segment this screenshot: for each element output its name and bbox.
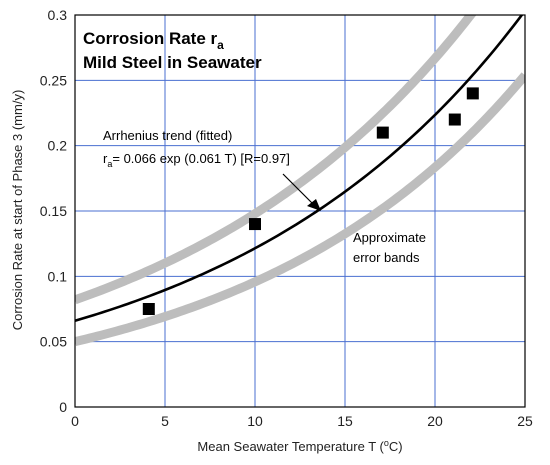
trend-annotation-equation: ra= 0.066 exp (0.061 T) [R=0.97] — [103, 151, 290, 169]
data-point — [249, 218, 261, 231]
x-axis-label: Mean Seawater Temperature T (oC) — [197, 438, 402, 454]
trend-line-group — [75, 15, 524, 323]
x-tick-label: 0 — [71, 413, 79, 429]
y-axis-label: Corrosion Rate at start of Phase 3 (mm/y… — [10, 90, 25, 331]
arrhenius-trend-line — [75, 15, 524, 323]
data-points — [142, 87, 479, 315]
x-tick-label: 15 — [337, 413, 353, 429]
y-tick-label: 0.25 — [40, 72, 67, 88]
data-point — [448, 113, 461, 126]
upper-error-band — [75, 15, 477, 305]
x-tick-label: 10 — [247, 413, 263, 429]
x-tick-label: 5 — [161, 413, 169, 429]
data-point — [376, 126, 389, 139]
x-tick-label: 25 — [517, 413, 533, 429]
x-tick-label: 20 — [427, 413, 443, 429]
data-point — [466, 87, 479, 100]
lower-error-band — [75, 72, 525, 347]
y-tick-label: 0.1 — [48, 268, 68, 284]
data-point — [142, 303, 155, 315]
y-tick-labels: 0 0.05 0.1 0.15 0.2 0.25 0.3 — [40, 7, 67, 415]
y-tick-label: 0.15 — [40, 203, 67, 219]
trend-annotation-arrowhead — [307, 199, 321, 211]
bands-annotation-line1: Approximate — [353, 230, 426, 245]
grid-lines — [75, 15, 525, 407]
chart-title-line2: Mild Steel in Seawater — [83, 53, 262, 72]
chart-title-line1: Corrosion Rate ra — [83, 29, 224, 52]
trend-annotation-line1: Arrhenius trend (fitted) — [103, 128, 232, 143]
y-tick-label: 0.2 — [48, 138, 68, 154]
bands-annotation-line2: error bands — [353, 250, 420, 265]
trend-annotation-arrow — [282, 173, 315, 206]
y-tick-label: 0.3 — [48, 7, 68, 23]
plot-frame — [74, 14, 526, 408]
x-tick-labels: 0 5 10 15 20 25 — [71, 413, 533, 429]
y-tick-label: 0.05 — [40, 334, 67, 350]
y-tick-label: 0 — [59, 399, 67, 415]
error-bands — [75, 15, 525, 347]
